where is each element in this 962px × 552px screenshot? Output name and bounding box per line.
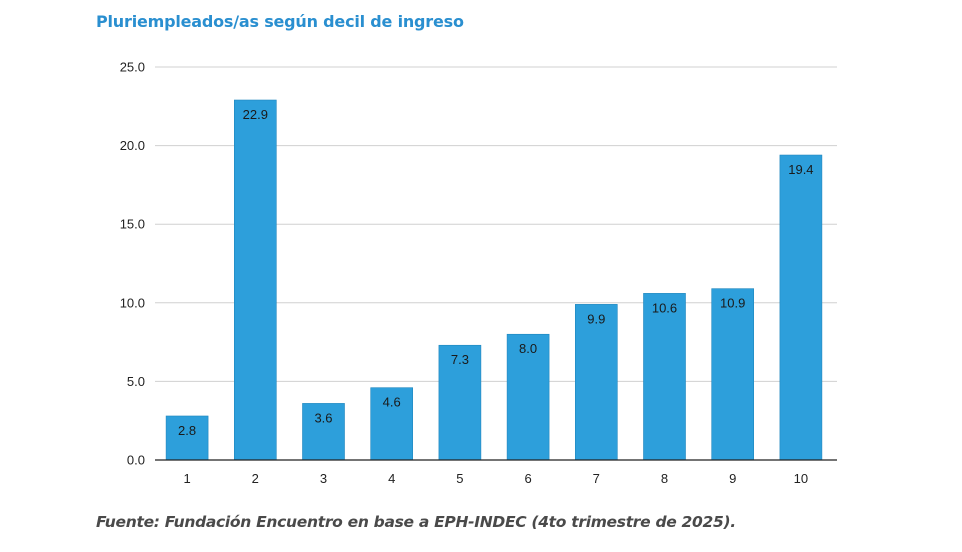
x-tick-label: 5	[456, 471, 463, 486]
data-label-5: 7.3	[451, 352, 469, 367]
x-tick-label: 10	[794, 471, 808, 486]
bar-1	[165, 415, 209, 461]
data-label-1: 2.8	[178, 423, 196, 438]
data-label-9: 10.9	[720, 296, 745, 311]
data-label-3: 3.6	[314, 410, 332, 425]
bar-10	[779, 154, 823, 461]
data-label-8: 10.6	[652, 300, 677, 315]
y-tick-label: 5.0	[127, 374, 145, 389]
x-tick-label: 6	[524, 471, 531, 486]
data-label-10: 19.4	[788, 162, 813, 177]
y-tick-label: 15.0	[120, 217, 145, 232]
y-tick-label: 0.0	[127, 453, 145, 468]
bar-5	[438, 344, 482, 461]
bar-4	[370, 387, 414, 461]
bar-6	[506, 333, 550, 461]
bar-2	[234, 99, 277, 461]
chart-title: Pluriempleados/as según decil de ingreso	[96, 12, 464, 31]
y-tick-label: 20.0	[120, 138, 145, 153]
y-tick-label: 10.0	[120, 295, 145, 310]
y-tick-label: 25.0	[120, 60, 145, 75]
bar-7	[574, 304, 618, 461]
data-label-7: 9.9	[587, 311, 605, 326]
bar-3	[302, 403, 345, 461]
bar-9	[711, 288, 755, 461]
data-label-6: 8.0	[519, 341, 537, 356]
data-labels: 2.8 22.9 3.6 4.6 7.3 8.0 9.9 10.6 10.9 19.4	[178, 107, 813, 438]
data-label-2: 22.9	[243, 107, 268, 122]
bar-8	[643, 293, 686, 461]
x-axis-ticks: 1 2 3 4 5 6 7 8 9 10	[183, 471, 808, 486]
bars	[165, 99, 823, 461]
source-note: Fuente: Fundación Encuentro en base a EP…	[96, 513, 736, 531]
x-tick-label: 9	[729, 471, 736, 486]
x-tick-label: 4	[388, 471, 395, 486]
x-tick-label: 7	[593, 471, 600, 486]
x-tick-label: 3	[320, 471, 327, 486]
y-axis-ticks: 0.0 5.0 10.0 15.0 20.0 25.0	[120, 60, 145, 468]
x-tick-label: 2	[252, 471, 259, 486]
data-label-4: 4.6	[383, 395, 401, 410]
x-tick-label: 1	[183, 471, 190, 486]
x-tick-label: 8	[661, 471, 668, 486]
